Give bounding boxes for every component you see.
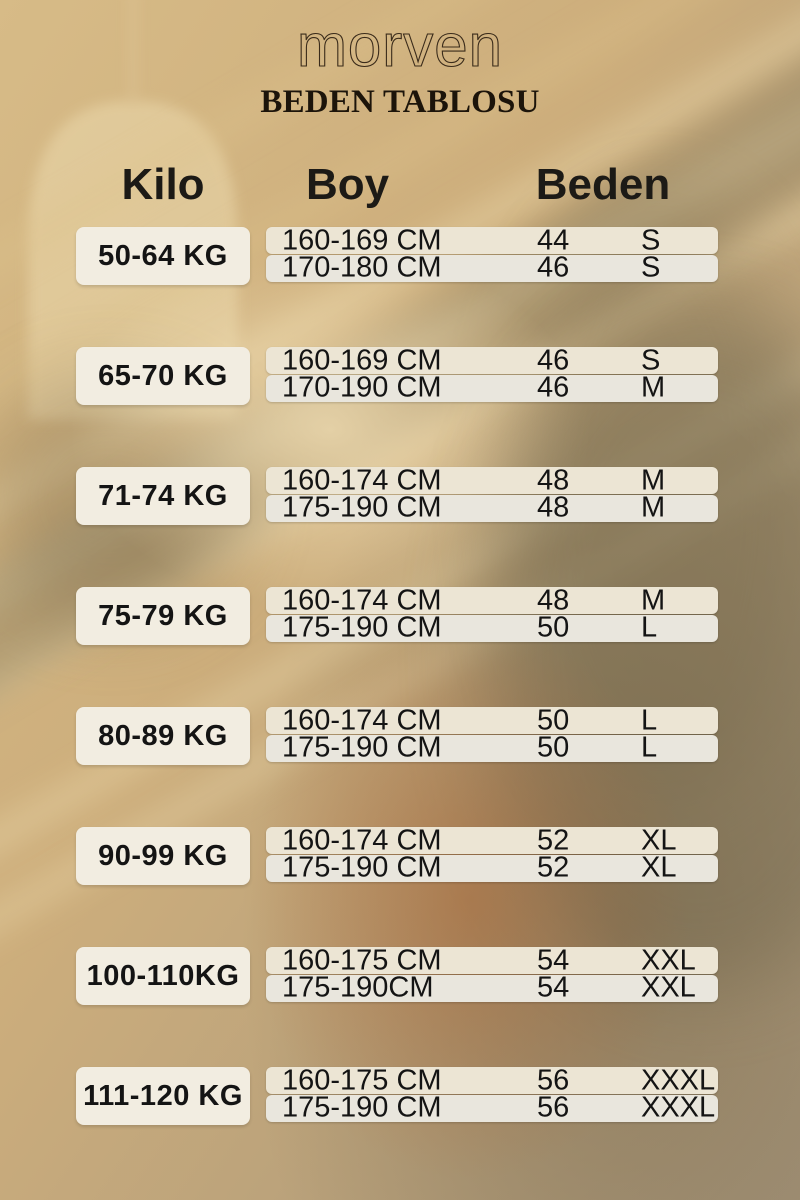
svg-text:morven: morven <box>297 18 503 79</box>
